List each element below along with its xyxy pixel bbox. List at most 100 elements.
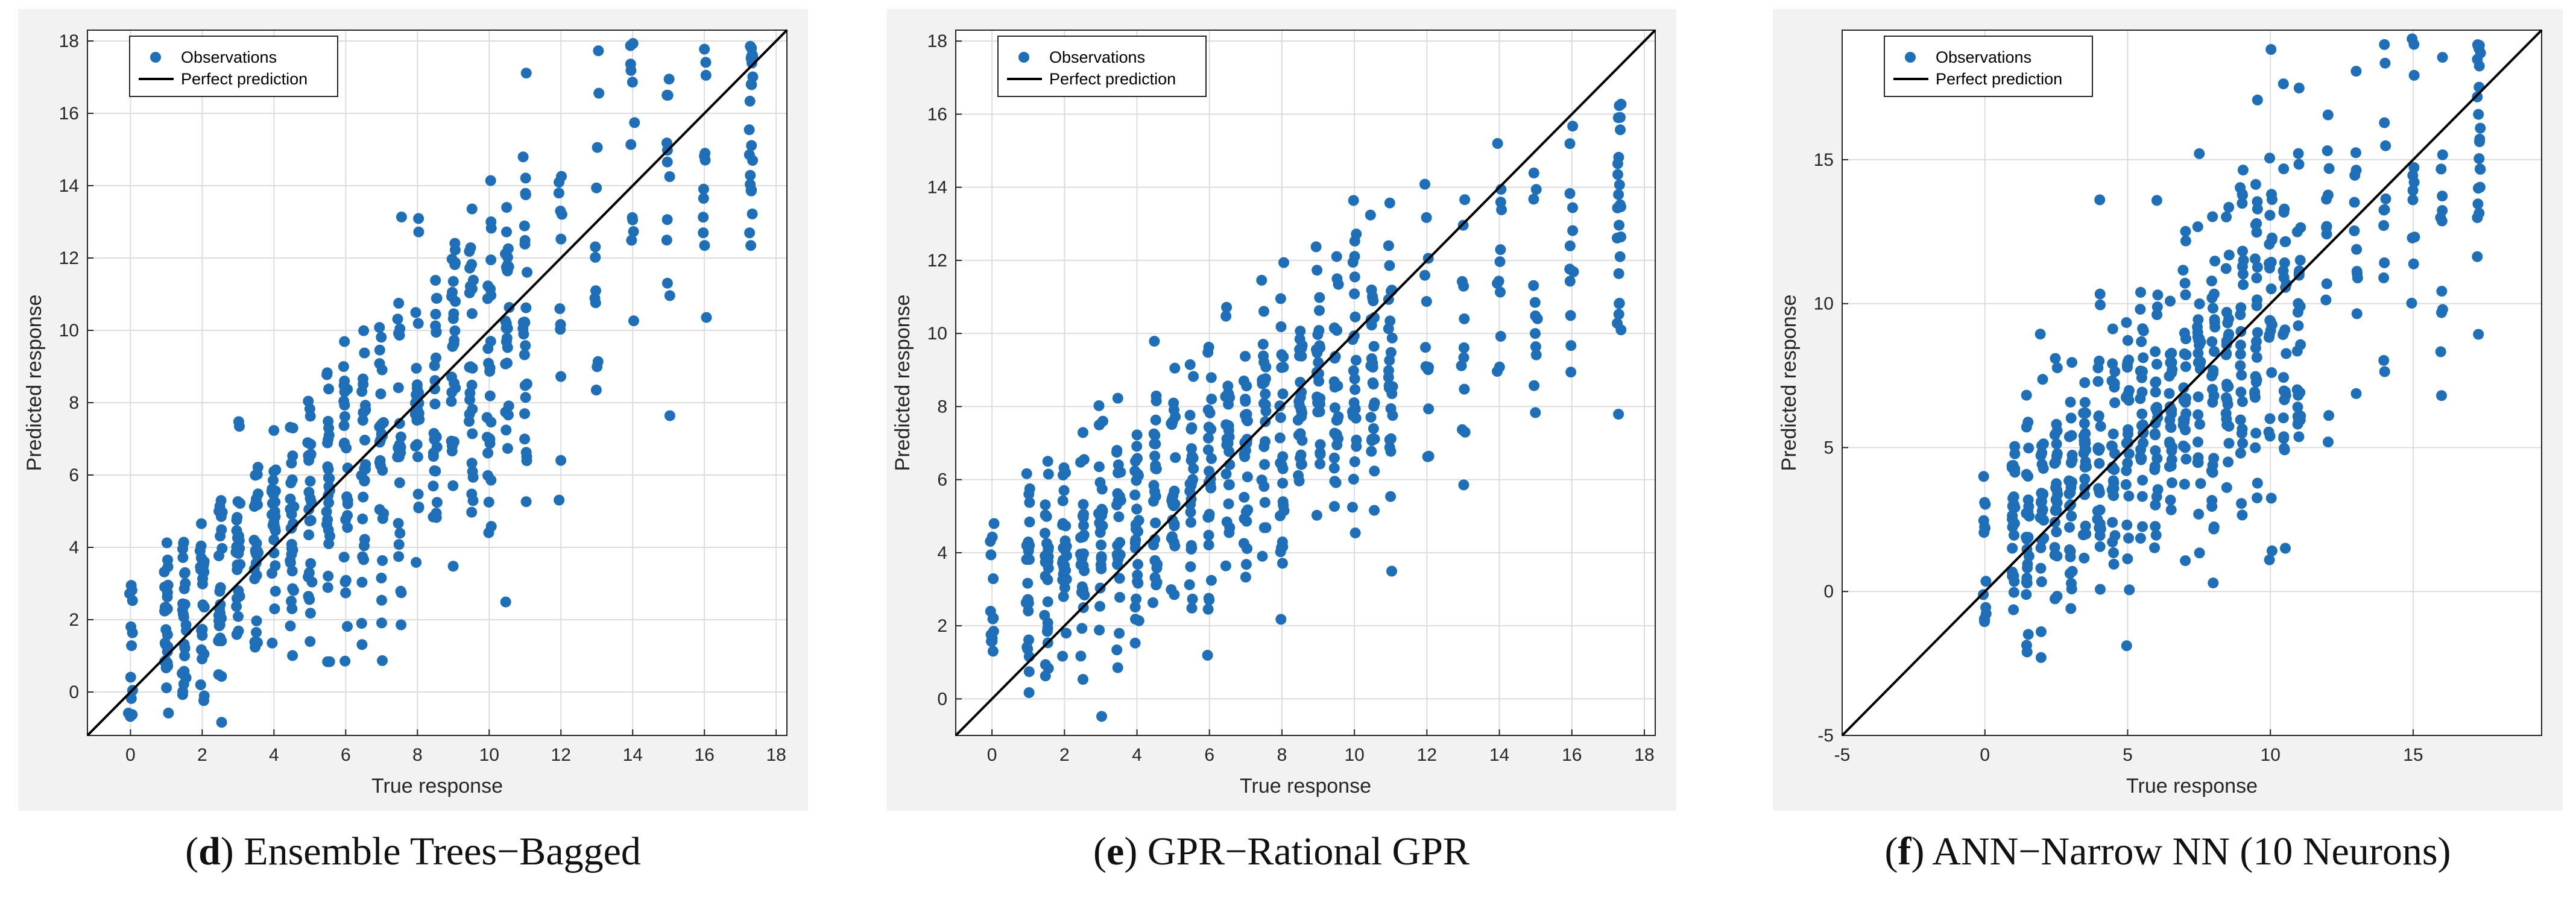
observation-point: [1040, 499, 1051, 511]
y-tick-label: 2: [937, 616, 947, 636]
observation-point: [1367, 292, 1378, 304]
observation-point: [359, 347, 370, 359]
y-tick-label: 8: [69, 393, 79, 413]
observation-point: [338, 420, 350, 431]
observation-point: [591, 182, 602, 194]
caption-open-paren: (: [1093, 829, 1107, 873]
observation-point: [1133, 470, 1144, 481]
observation-point: [1057, 557, 1068, 568]
observation-point: [661, 214, 673, 225]
observation-point: [411, 382, 423, 394]
y-tick-label: 10: [927, 324, 947, 344]
observation-point: [1040, 670, 1051, 682]
observation-point: [501, 226, 512, 238]
observation-point: [1114, 591, 1125, 603]
observation-point: [1205, 574, 1217, 586]
observation-point: [2094, 541, 2106, 552]
observation-point: [2194, 148, 2205, 159]
observation-point: [746, 42, 757, 54]
observation-point: [2266, 367, 2278, 379]
observation-point: [1078, 674, 1088, 685]
observation-point: [1258, 522, 1270, 533]
observation-point: [1112, 392, 1123, 404]
observation-point: [1093, 400, 1105, 411]
observation-point: [1276, 349, 1287, 360]
observation-point: [2051, 591, 2063, 602]
observation-point: [1042, 456, 1053, 467]
observation-point: [179, 650, 191, 661]
observation-point: [2280, 543, 2291, 554]
observation-point: [1615, 124, 1626, 136]
observation-point: [2235, 326, 2247, 337]
observation-point: [248, 563, 260, 574]
observation-point: [411, 439, 423, 450]
observation-point: [253, 488, 264, 500]
observation-point: [2122, 553, 2133, 564]
observation-point: [2093, 445, 2104, 456]
observation-point: [125, 711, 136, 722]
observation-point: [2107, 517, 2118, 528]
observations-series: [1978, 33, 2486, 663]
observation-point: [1258, 350, 1269, 362]
observation-point: [1040, 527, 1050, 539]
legend-box: [997, 36, 1207, 97]
observation-point: [1312, 329, 1324, 340]
observation-point: [2066, 584, 2077, 594]
observation-point: [270, 585, 281, 597]
observation-point: [338, 395, 350, 407]
observation-point: [1188, 371, 1199, 382]
observation-point: [1129, 637, 1141, 649]
y-tick-label: 16: [59, 104, 79, 124]
observation-point: [2474, 133, 2486, 145]
observation-point: [2378, 220, 2390, 231]
observation-point: [555, 371, 567, 382]
observation-point: [1328, 323, 1340, 334]
observation-point: [484, 390, 496, 401]
observation-point: [2279, 257, 2290, 268]
observation-point: [2095, 421, 2106, 432]
observation-point: [1203, 432, 1214, 444]
observation-point: [1385, 347, 1397, 358]
observation-point: [2408, 69, 2420, 81]
observation-point: [2206, 370, 2217, 382]
observation-point: [2165, 421, 2176, 432]
observation-point: [747, 155, 759, 166]
observation-point: [699, 43, 710, 55]
observation-point: [1615, 112, 1626, 123]
observation-point: [197, 653, 208, 665]
observation-point: [2349, 225, 2360, 236]
observation-point: [2264, 239, 2275, 250]
y-tick-label: 14: [927, 178, 947, 198]
observation-point: [2150, 377, 2161, 388]
observation-point: [1277, 477, 1289, 489]
observation-point: [198, 695, 209, 706]
observation-point: [2180, 453, 2192, 465]
observation-point: [2136, 336, 2147, 347]
observation-point: [342, 621, 353, 632]
observation-point: [987, 646, 999, 657]
observation-point: [1078, 499, 1089, 510]
observation-point: [1419, 178, 1430, 190]
observation-point: [446, 445, 458, 457]
legend-marker-observations: [150, 52, 161, 63]
observation-point: [522, 266, 533, 278]
observation-point: [429, 398, 441, 410]
observation-point: [2264, 554, 2275, 565]
observation-point: [1420, 342, 1431, 353]
observation-point: [1613, 309, 1624, 320]
observation-point: [2473, 183, 2484, 194]
observation-point: [1113, 511, 1125, 523]
observation-point: [1184, 478, 1196, 489]
observation-point: [2009, 463, 2021, 474]
observation-point: [485, 521, 497, 532]
observation-point: [195, 552, 207, 564]
observation-point: [2251, 374, 2262, 385]
observation-point: [2036, 506, 2048, 517]
x-tick-label: 5: [2123, 745, 2133, 765]
observation-point: [2123, 385, 2135, 396]
observation-point: [322, 656, 333, 667]
observation-point: [447, 480, 459, 491]
observation-point: [374, 322, 385, 333]
observation-point: [2149, 428, 2161, 439]
x-tick-label: 10: [479, 745, 499, 765]
